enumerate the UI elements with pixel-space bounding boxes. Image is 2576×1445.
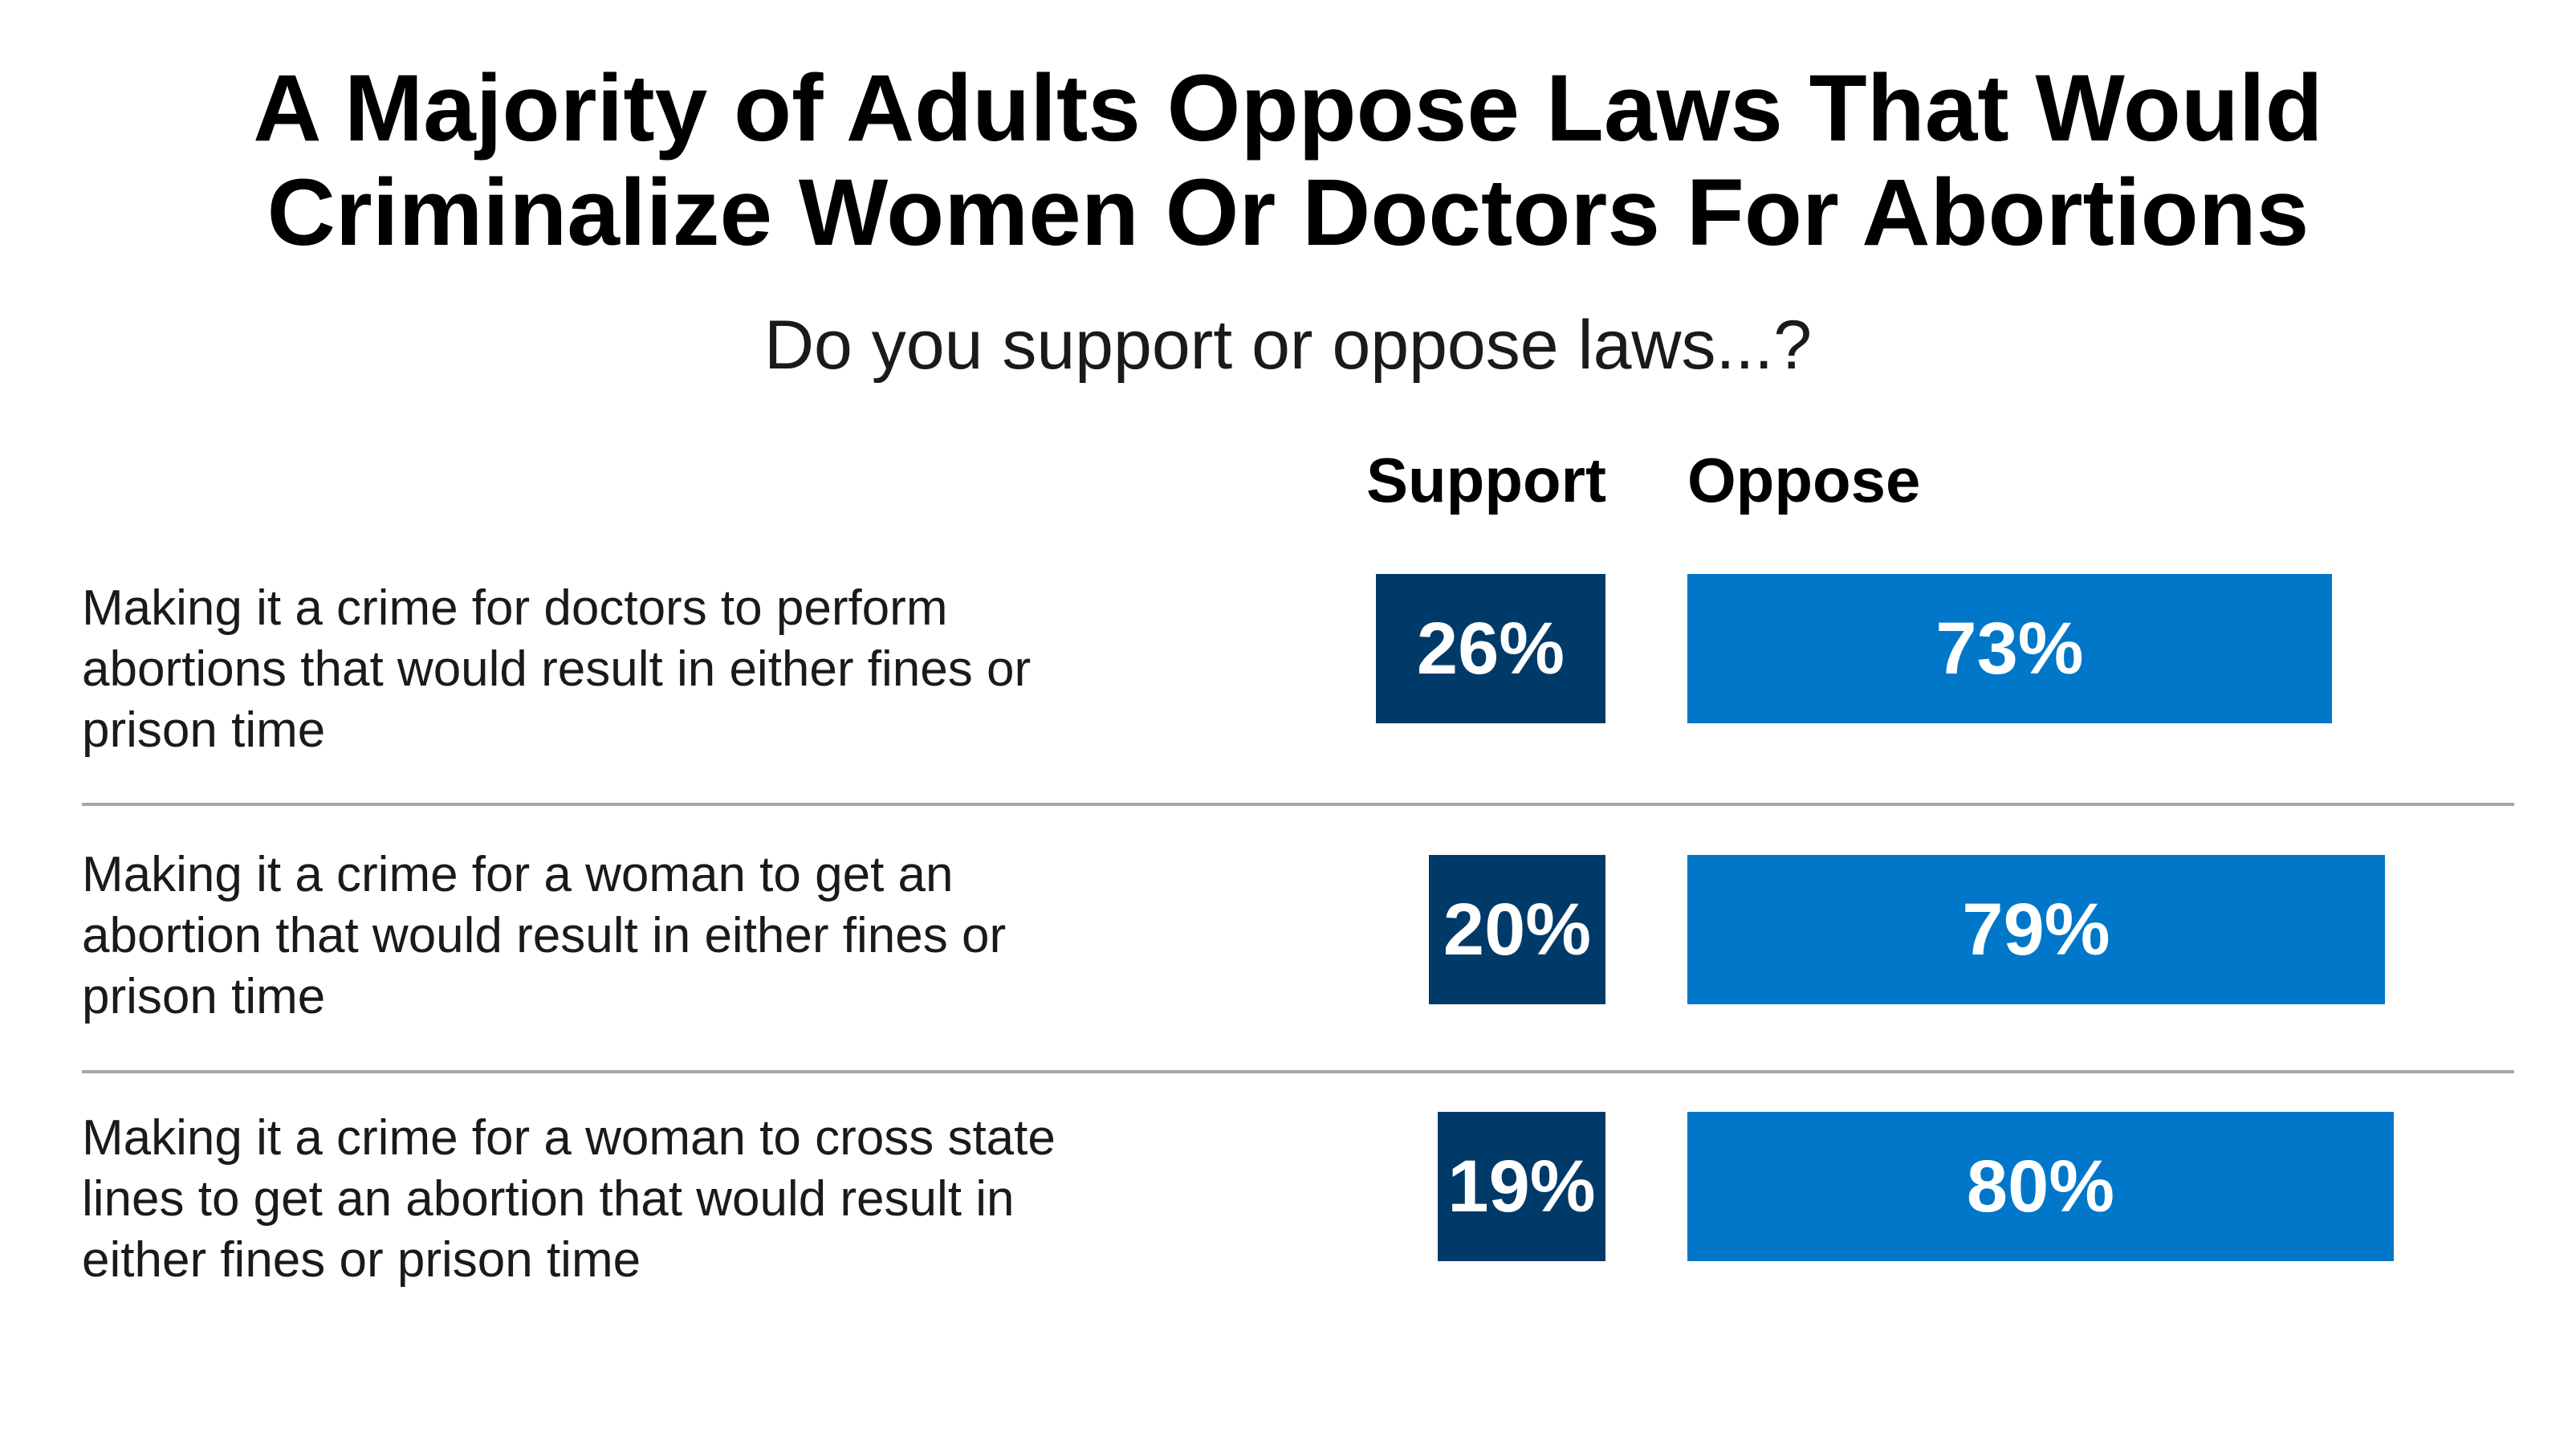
category-label: Making it a crime for doctors to perform… <box>82 580 1032 758</box>
support-column-header: Support <box>1366 445 1606 515</box>
support-bar: 26% <box>1376 574 1605 723</box>
oppose-value-label: 73% <box>1935 607 2084 690</box>
oppose-bar: 79% <box>1687 855 2385 1004</box>
chart-subtitle: Do you support or oppose laws...? <box>763 307 1813 384</box>
support-value-label: 26% <box>1416 607 1565 690</box>
row-divider <box>82 1070 2514 1073</box>
support-value-label: 20% <box>1443 888 1592 971</box>
category-label: Making it a crime for a woman to get an … <box>82 847 1007 1024</box>
support-bar: 20% <box>1429 855 1605 1004</box>
category-label: Making it a crime for a woman to cross s… <box>82 1110 1056 1288</box>
oppose-column-header: Oppose <box>1687 445 1921 515</box>
row-divider <box>82 803 2514 806</box>
chart-title-line-1: A Majority of Adults Oppose Laws That Wo… <box>253 55 2323 161</box>
support-value-label: 19% <box>1447 1145 1596 1227</box>
oppose-value-label: 80% <box>1966 1145 2115 1227</box>
oppose-bar: 80% <box>1687 1112 2394 1261</box>
oppose-value-label: 79% <box>1962 888 2110 971</box>
chart-title: A Majority of Adults Oppose Laws That Wo… <box>0 56 2576 265</box>
support-bar: 19% <box>1438 1112 1605 1261</box>
oppose-bar: 73% <box>1687 574 2332 723</box>
chart-title-line-2: Criminalize Women Or Doctors For Abortio… <box>267 160 2309 266</box>
